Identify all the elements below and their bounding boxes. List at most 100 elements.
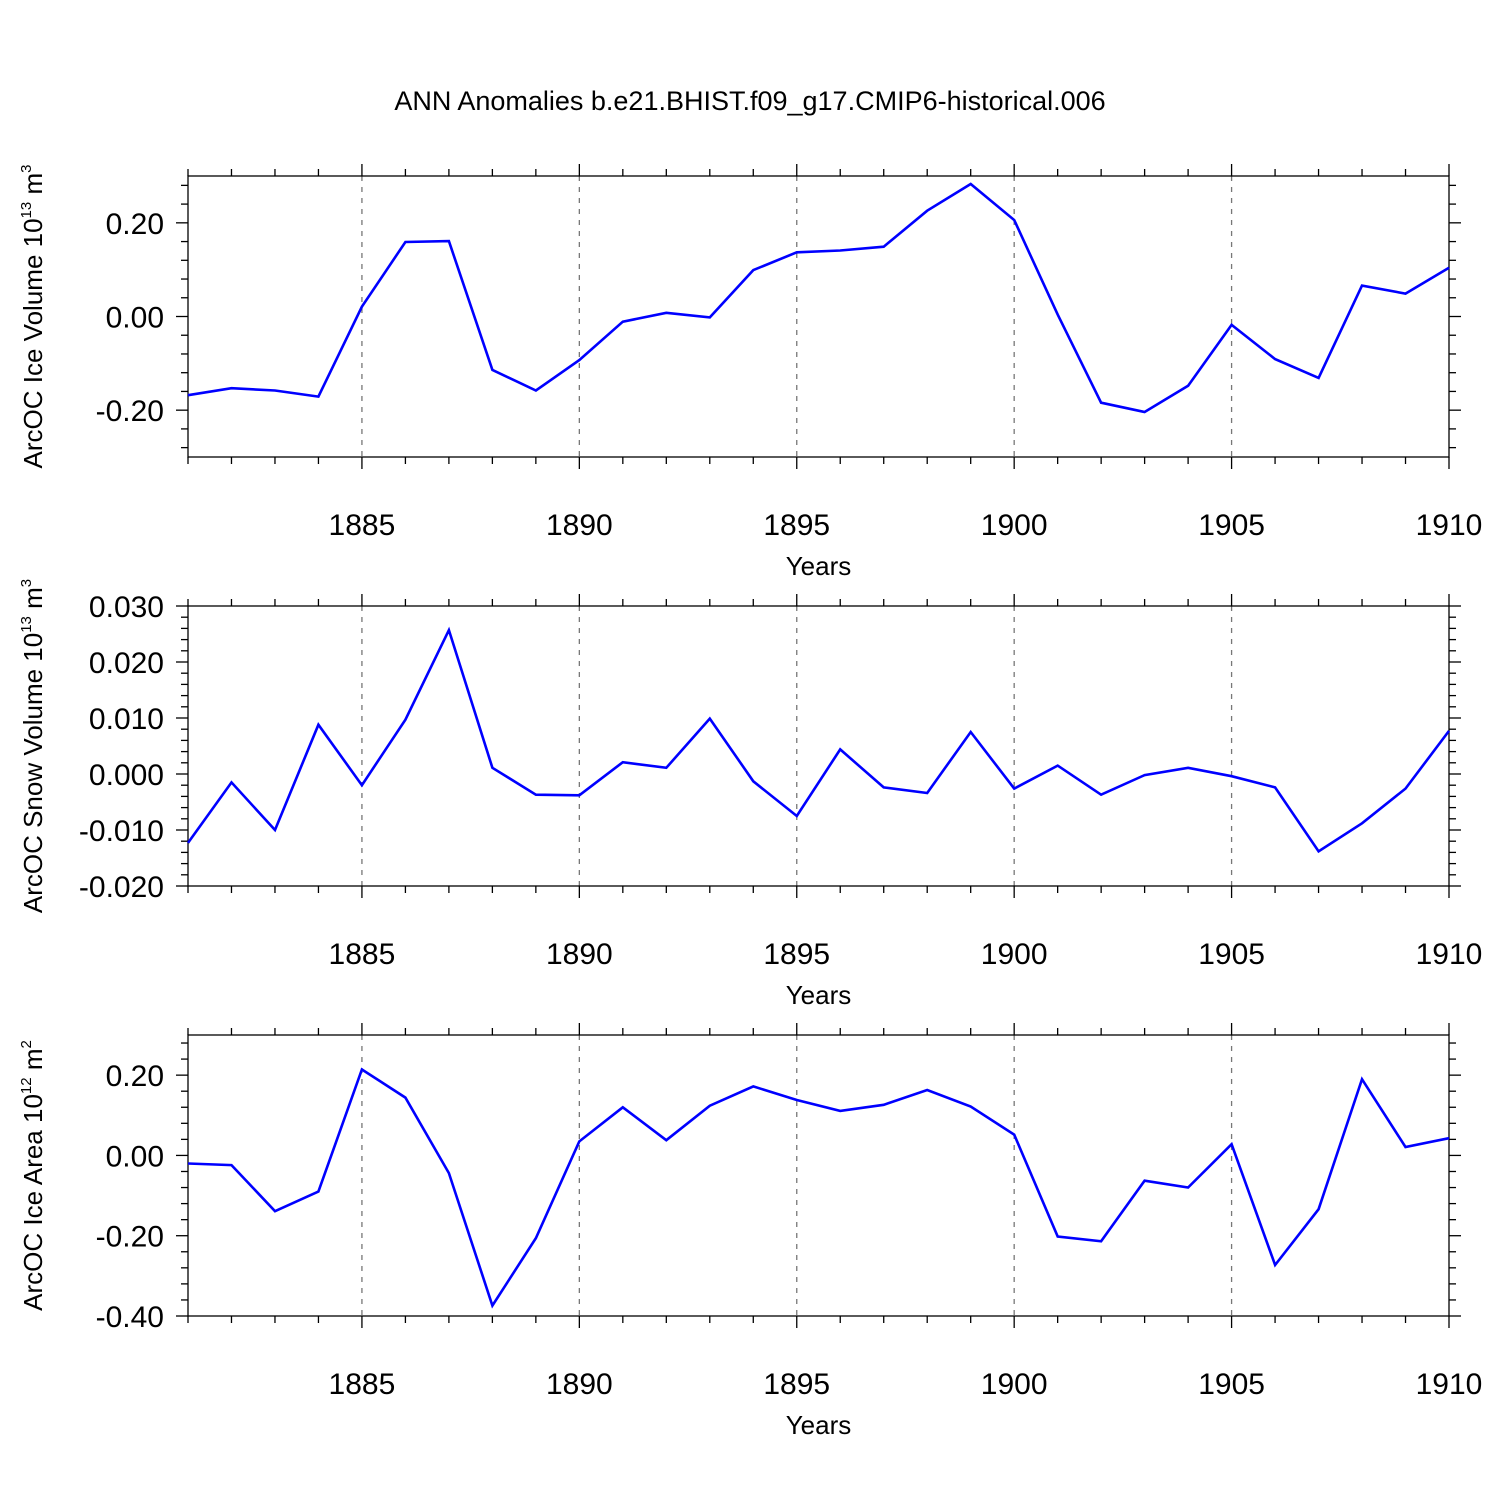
data-point (535, 1237, 537, 1239)
data-point (1143, 1180, 1145, 1182)
figure-title: ANN Anomalies b.e21.BHIST.f09_g17.CMIP6-… (394, 86, 1105, 116)
data-point (1056, 764, 1058, 766)
data-point (969, 1105, 971, 1107)
data-point (1013, 1133, 1015, 1135)
data-point (1361, 1078, 1363, 1080)
y-axis-title-main: ArcOC Snow Volume 10 (18, 633, 48, 913)
data-point (1448, 267, 1450, 269)
x-tick-label: 1890 (546, 938, 613, 971)
data-point (1230, 1143, 1232, 1145)
plot-frame (187, 1034, 1450, 1317)
data-point (1317, 1208, 1319, 1210)
y-axis-title-main: ArcOC Ice Area 10 (18, 1094, 48, 1311)
y-axis-title-unit-exponent: 2 (18, 1040, 35, 1048)
data-point (1274, 1264, 1276, 1266)
data-point (535, 794, 537, 796)
data-point (404, 1096, 406, 1098)
data-point (839, 249, 841, 251)
y-tick-label: 0.030 (89, 591, 164, 624)
data-point (622, 1106, 624, 1108)
data-point (1361, 822, 1363, 824)
y-tick-label: -0.010 (79, 815, 164, 848)
data-point (1274, 358, 1276, 360)
data-point (404, 718, 406, 720)
x-tick-label: 1890 (546, 1368, 613, 1401)
data-point (361, 305, 363, 307)
data-point (230, 781, 232, 783)
y-axis-title: ArcOC Ice Area 1012 m2 (18, 1040, 48, 1311)
x-tick-label: 1890 (546, 509, 613, 542)
y-tick-label: 0.000 (89, 759, 164, 792)
data-point (1056, 313, 1058, 315)
plot-frame (187, 175, 1450, 458)
data-point (1013, 787, 1015, 789)
data-point (1404, 1146, 1406, 1148)
data-point (230, 387, 232, 389)
data-point (709, 1104, 711, 1106)
data-point (491, 1304, 493, 1306)
series-line (187, 182, 1450, 414)
y-tick-label: -0.20 (96, 1221, 164, 1254)
data-point (1317, 377, 1319, 379)
data-point (709, 717, 711, 719)
data-point (491, 767, 493, 769)
data-point (1100, 794, 1102, 796)
data-point (839, 1110, 841, 1112)
x-tick-label: 1900 (981, 1368, 1048, 1401)
data-point (1187, 1186, 1189, 1188)
data-point (622, 320, 624, 322)
data-point (578, 359, 580, 361)
y-axis-title-exponent: 12 (18, 1077, 35, 1094)
y-axis-title-exponent: 13 (18, 202, 35, 219)
data-point (796, 815, 798, 817)
data-point (361, 784, 363, 786)
data-point (1230, 775, 1232, 777)
y-tick-label: 0.020 (89, 647, 164, 680)
data-point (1404, 292, 1406, 294)
data-point (1230, 324, 1232, 326)
panel-1: -0.20 0.00 0.20 1885 1890 1895 1900 1905 1910 Yea… (18, 164, 1482, 581)
data-point (709, 316, 711, 318)
data-point (796, 1099, 798, 1101)
y-axis-title: ArcOC Snow Volume 1013 m3 (18, 579, 48, 913)
data-point (969, 731, 971, 733)
data-point (317, 1190, 319, 1192)
data-point (448, 1172, 450, 1174)
data-point (926, 1089, 928, 1091)
data-point (1404, 787, 1406, 789)
panels: -0.20 0.00 0.20 1885 1890 1895 1900 1905 1910 Yea… (18, 164, 1482, 1440)
series-line (186, 626, 1451, 854)
y-tick-label: 0.20 (106, 208, 164, 241)
x-tick-label: 1905 (1198, 938, 1265, 971)
data-point (883, 246, 885, 248)
y-tick-label: 0.00 (106, 1140, 164, 1173)
y-tick-label: -0.40 (96, 1301, 164, 1334)
y-axis-title-unit: m (18, 587, 48, 616)
plot-frame (187, 605, 1450, 887)
x-axis-title: Years (786, 1410, 852, 1440)
x-tick-label: 1885 (329, 938, 396, 971)
y-axis-title-unit-exponent: 3 (18, 165, 35, 173)
y-axis-title-unit-exponent: 3 (18, 579, 35, 587)
y-tick-label: -0.020 (79, 871, 164, 904)
data-point (230, 1164, 232, 1166)
data-point (1013, 219, 1015, 221)
data-point (1100, 1240, 1102, 1242)
data-point (1448, 1137, 1450, 1139)
data-point (1143, 774, 1145, 776)
y-tick-label: 0.20 (106, 1060, 164, 1093)
data-point (1317, 850, 1319, 852)
x-tick-label: 1910 (1416, 509, 1483, 542)
data-point (883, 786, 885, 788)
data-point (1448, 730, 1450, 732)
data-point (1187, 767, 1189, 769)
y-axis-title-main: ArcOC Ice Volume 10 (18, 218, 48, 468)
data-point (578, 1140, 580, 1142)
x-axis-title: Years (786, 980, 852, 1010)
data-point (1274, 786, 1276, 788)
data-point (622, 761, 624, 763)
x-tick-label: 1900 (981, 938, 1048, 971)
panel-3: -0.40 -0.20 0.00 0.20 1885 1890 1895 1900 1905 19… (18, 1023, 1482, 1440)
data-point (187, 394, 189, 396)
